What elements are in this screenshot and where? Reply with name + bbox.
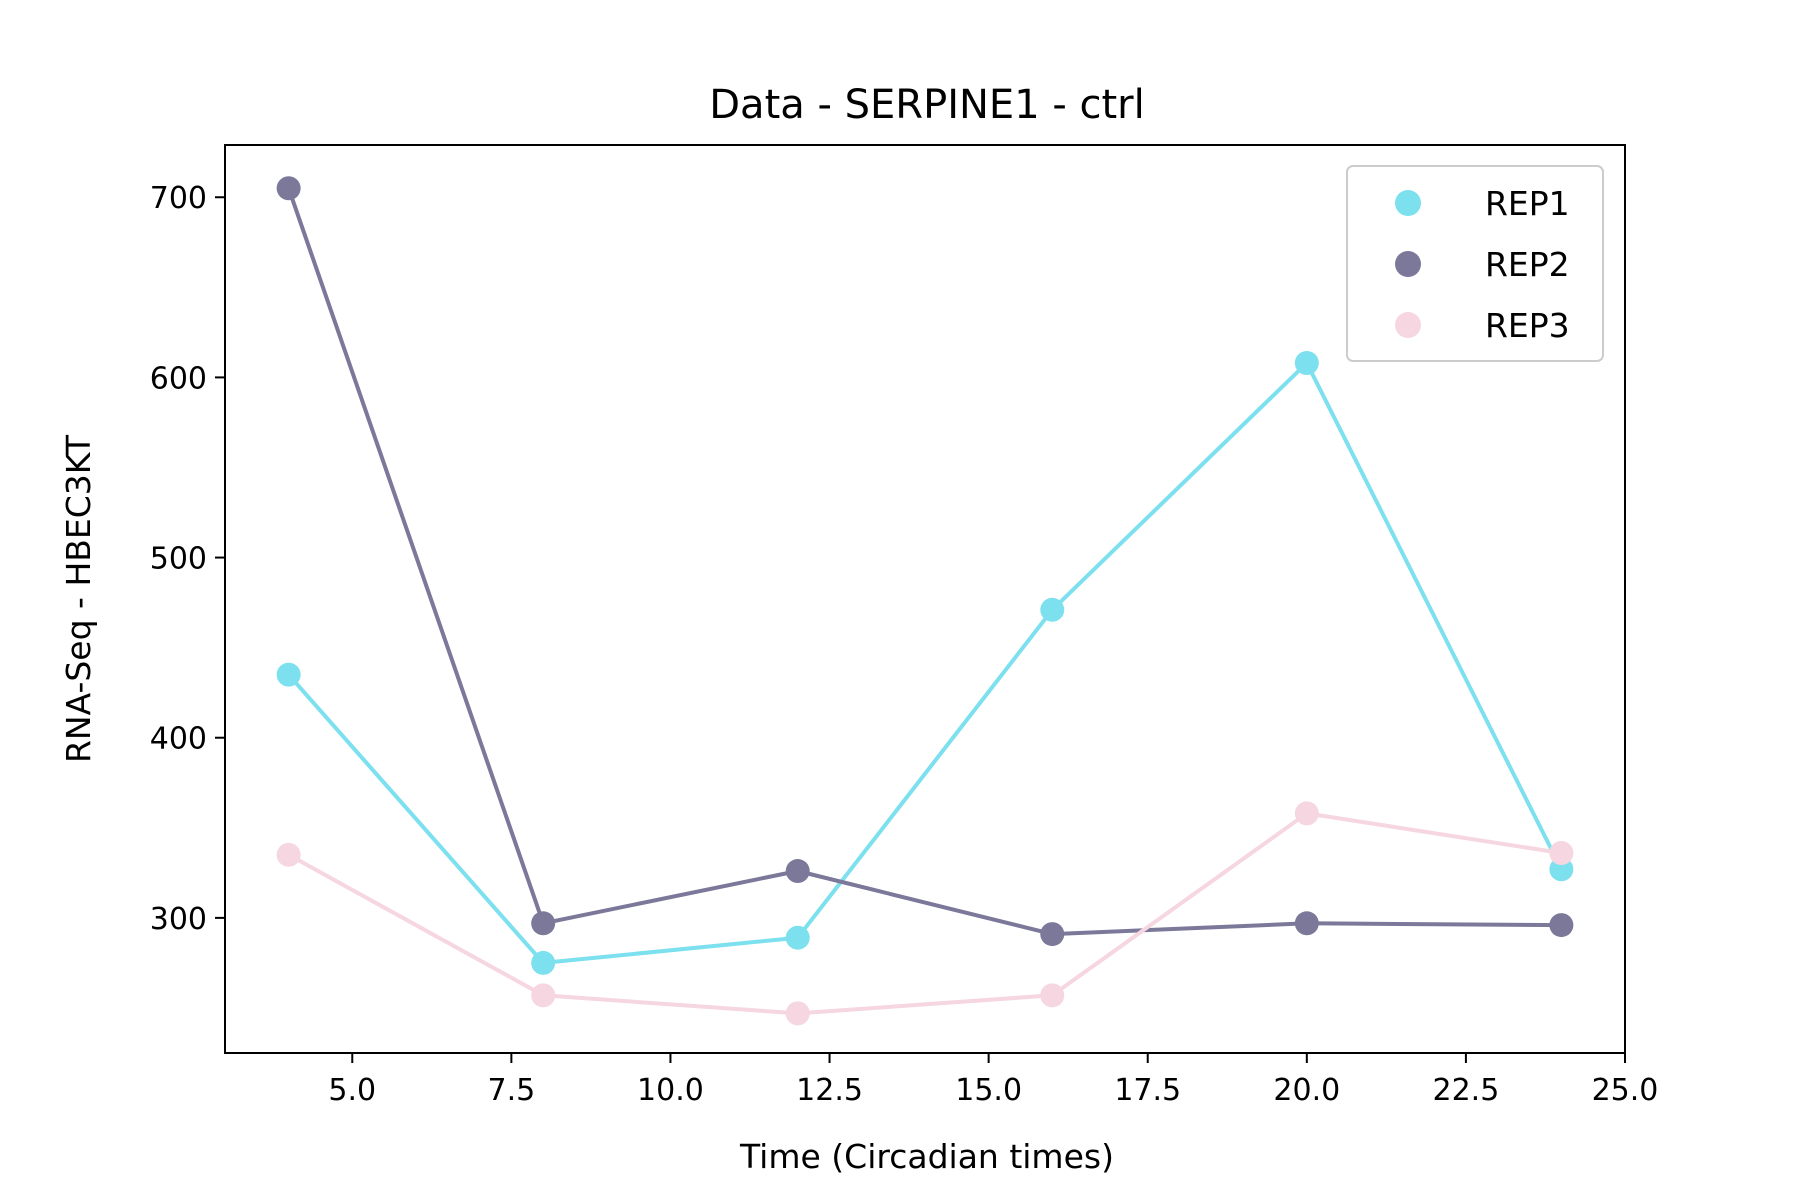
y-tick-label: 600 (150, 361, 207, 396)
x-tick-label: 17.5 (1114, 1073, 1181, 1108)
y-tick-label: 400 (150, 722, 207, 757)
legend-marker (1395, 190, 1421, 216)
series-line (287, 811, 1562, 1016)
data-point (1294, 911, 1319, 936)
plot-frame (224, 144, 1626, 1054)
data-point (531, 950, 556, 975)
data-point (785, 859, 810, 884)
data-point (785, 1001, 810, 1026)
chart-title: Data - SERPINE1 - ctrl (709, 82, 1145, 128)
legend: REP1 REP2 REP3 (1346, 165, 1604, 362)
x-tick-label: 20.0 (1273, 1073, 1340, 1108)
y-axis: 300 400 500 600 700 (150, 181, 225, 937)
y-tick-label: 500 (150, 542, 207, 577)
y-tick-label: 300 (150, 902, 207, 937)
series-layer (276, 176, 1574, 1026)
legend-marker (1395, 251, 1421, 277)
x-tick-label: 15.0 (955, 1073, 1022, 1108)
series-line (287, 361, 1564, 965)
data-point (531, 983, 556, 1008)
y-tick-label: 700 (150, 181, 207, 216)
data-point (276, 176, 301, 201)
series-rep2 (276, 176, 1574, 947)
data-point (1294, 801, 1319, 826)
x-tick-label: 7.5 (488, 1073, 536, 1108)
series-rep1 (276, 350, 1574, 975)
x-tick-label: 10.0 (637, 1073, 704, 1108)
data-point (1549, 913, 1574, 938)
data-point (1549, 841, 1574, 866)
x-axis: 5.0 7.5 10.0 12.5 15.0 17.5 20.0 22.5 25.0 (328, 1053, 1658, 1108)
data-point (785, 925, 810, 950)
legend-label: REP2 (1485, 245, 1570, 284)
data-point (276, 662, 301, 687)
data-point (1294, 350, 1319, 375)
legend-marker (1395, 312, 1421, 338)
data-point (276, 842, 301, 867)
x-tick-label: 22.5 (1433, 1073, 1500, 1108)
legend-label: REP1 (1485, 184, 1570, 223)
series-rep3 (276, 801, 1574, 1026)
series-line (286, 187, 1562, 937)
y-axis-label: RNA-Seq - HBEC3KT (59, 434, 98, 763)
data-point (531, 911, 556, 936)
legend-label: REP3 (1485, 306, 1570, 345)
data-point (1040, 597, 1065, 622)
x-axis-label: Time (Circadian times) (739, 1137, 1114, 1176)
data-point (1040, 922, 1065, 947)
x-tick-label: 25.0 (1592, 1073, 1659, 1108)
x-tick-label: 12.5 (796, 1073, 863, 1108)
legend-entries: REP1 REP2 REP3 (1395, 184, 1570, 345)
data-point (1040, 983, 1065, 1008)
x-tick-label: 5.0 (328, 1073, 376, 1108)
